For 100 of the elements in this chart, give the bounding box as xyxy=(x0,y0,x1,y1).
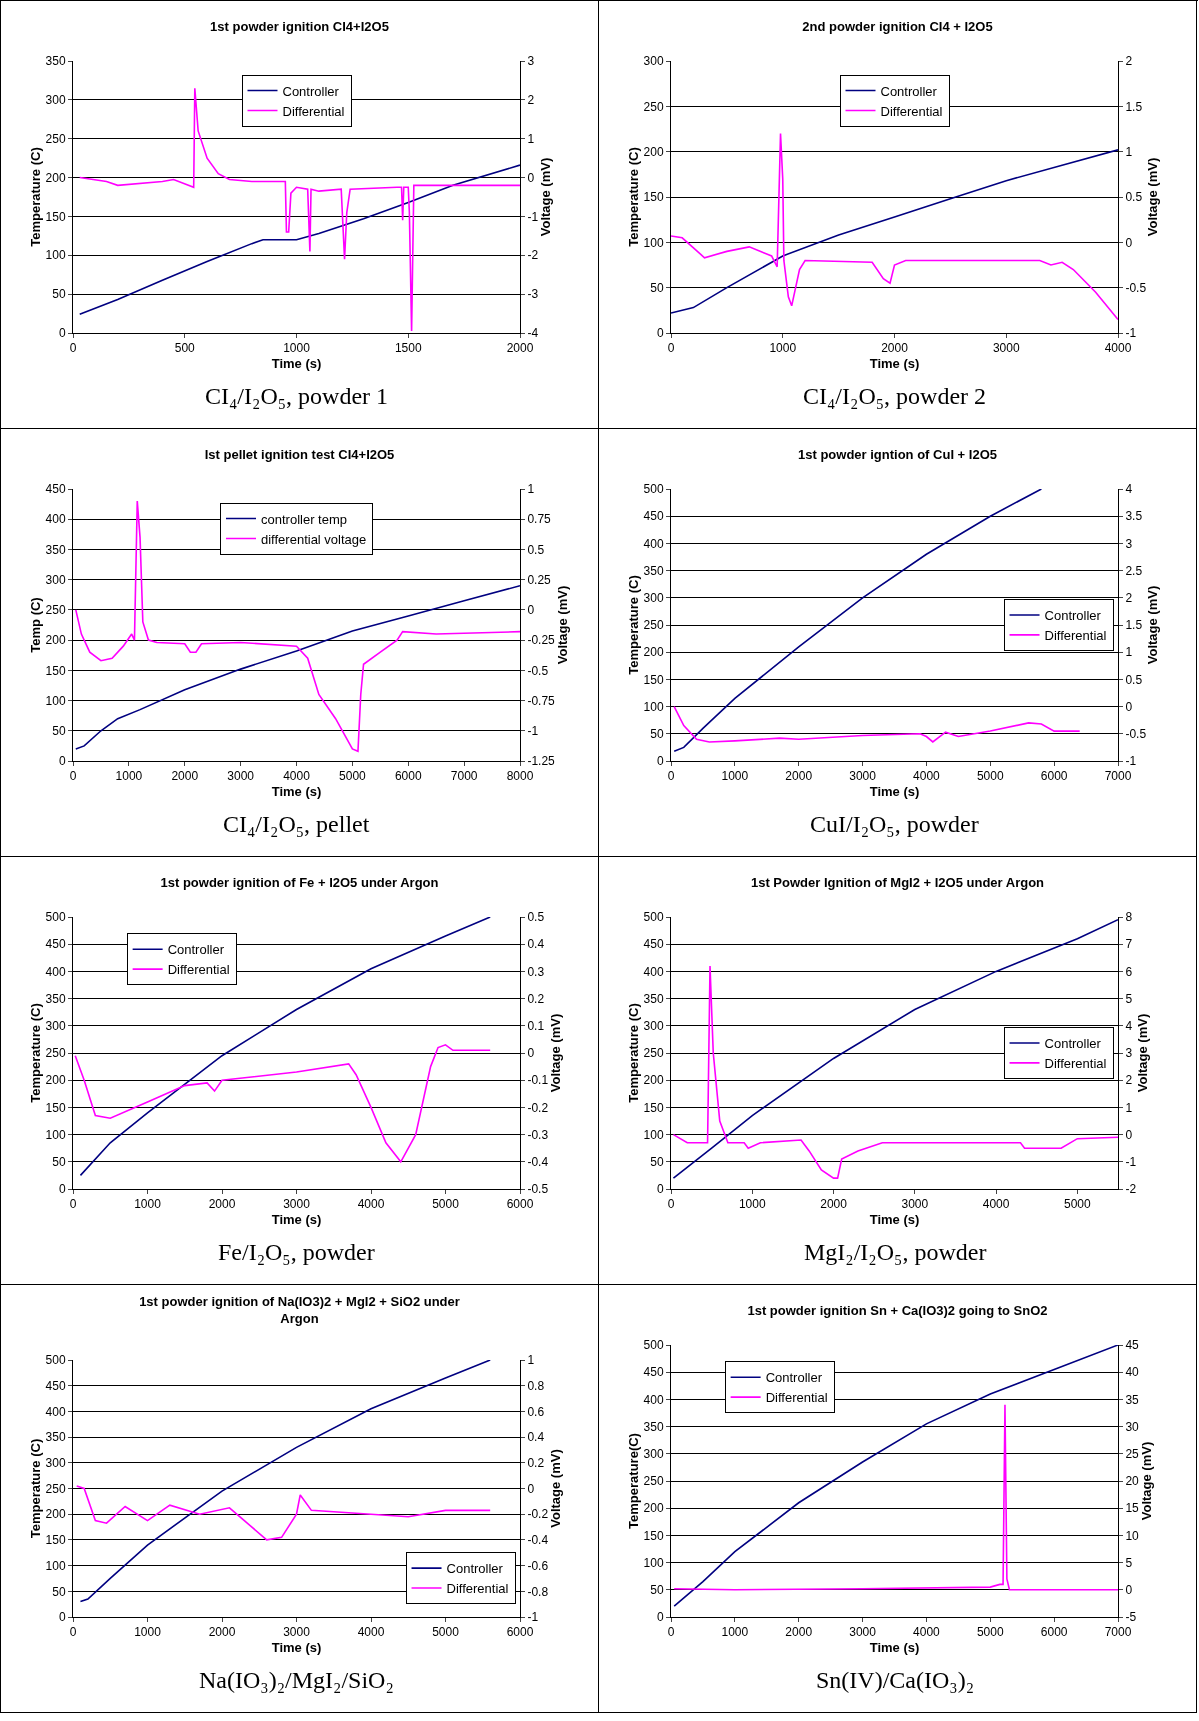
legend-label: Controller xyxy=(1044,1036,1102,1052)
y2-tick-label: 0.3 xyxy=(527,964,545,979)
y2-tick-label: 5 xyxy=(1125,991,1133,1006)
y-tick-label: 50 xyxy=(650,1583,664,1597)
y2-tick-label: -0.3 xyxy=(527,1127,549,1142)
x-tick-label: 5000 xyxy=(976,1625,1004,1640)
y2-tick-label: -1 xyxy=(1125,1155,1137,1169)
y2-tick-label: -1 xyxy=(527,209,539,224)
x-tick-label: 0 xyxy=(667,1625,675,1640)
y2-tick-label: -2 xyxy=(527,248,539,263)
y2-tick-label: 3 xyxy=(1125,536,1133,551)
y2-tick-label: 0.4 xyxy=(527,937,545,952)
y-axis-title: Temperature (C) xyxy=(625,1003,641,1103)
legend-label: controller temp xyxy=(261,511,347,527)
x-tick-label: 6000 xyxy=(1040,769,1068,784)
y-tick-label: 300 xyxy=(45,572,66,587)
x-tick-label: 1000 xyxy=(721,1625,749,1640)
y2-tick-label: 1.5 xyxy=(1125,99,1143,114)
text: CuI/I₂O₅, powder xyxy=(810,811,979,837)
x-tick-label: 4000 xyxy=(982,1197,1010,1212)
y2-tick-label: 0 xyxy=(527,170,535,185)
y2-tick-label: 20 xyxy=(1125,1474,1140,1489)
text: CI₄/I₂O₅, pellet xyxy=(223,811,370,837)
legend-label: Controller xyxy=(765,1370,823,1386)
y2-tick-label: -0.4 xyxy=(527,1533,549,1548)
y-tick-label: 400 xyxy=(45,512,66,527)
text: CI₄/I₂O₅, powder 2 xyxy=(803,383,987,409)
y2-tick-label: 0 xyxy=(1125,699,1133,714)
y-tick-label: 500 xyxy=(643,1338,664,1353)
y-tick-label: 250 xyxy=(643,99,664,114)
text: CI₄/I₂O₅, powder 1 xyxy=(205,383,389,409)
x-tick-label: 2000 xyxy=(820,1197,848,1212)
x-axis-title: Time (s) xyxy=(869,1640,920,1655)
x-tick-label: 2000 xyxy=(881,341,909,356)
y-tick-label: 300 xyxy=(45,1019,66,1033)
y2-tick-label: 0.2 xyxy=(527,1456,545,1470)
y2-tick-label: 7 xyxy=(1125,937,1133,952)
text: MgI₂/I₂O₅, powder xyxy=(804,1239,987,1265)
y2-tick-label: 1 xyxy=(527,131,535,146)
y-tick-label: 450 xyxy=(643,1365,664,1380)
y-tick-label: 150 xyxy=(643,1100,664,1115)
y2-tick-label: -1 xyxy=(527,1610,539,1625)
y2-tick-label: -0.5 xyxy=(527,663,549,678)
y2-tick-label: 0.5 xyxy=(1125,672,1143,687)
y-tick-label: 300 xyxy=(643,1019,664,1033)
y-tick-label: 100 xyxy=(643,1555,664,1570)
x-tick-label: 1000 xyxy=(769,341,797,356)
y-tick-label: 0 xyxy=(58,1610,66,1625)
y-tick-label: 350 xyxy=(643,563,664,578)
legend-label: Differential xyxy=(282,103,345,119)
y2-tick-label: 1 xyxy=(1125,645,1133,660)
y-tick-label: 300 xyxy=(45,1456,66,1470)
y2-tick-label: 3 xyxy=(527,54,535,69)
y2-tick-label: 3 xyxy=(1125,1046,1133,1061)
y-tick-label: 100 xyxy=(45,693,66,708)
y-tick-label: 50 xyxy=(650,1155,664,1169)
chart-title: 1st powder igntion of CuI + I2O5 xyxy=(798,447,997,463)
y-tick-label: 250 xyxy=(45,603,66,618)
y2-tick-label: 1 xyxy=(1125,144,1133,159)
legend-label: Differential xyxy=(1044,627,1107,643)
y2-tick-label: 0.2 xyxy=(527,991,545,1006)
x-tick-label: 0 xyxy=(69,341,77,356)
y-tick-label: 200 xyxy=(643,645,664,660)
y2-tick-label: -0.6 xyxy=(527,1558,549,1573)
y2-tick-label: -0.75 xyxy=(527,693,556,708)
y2-tick-label: 25 xyxy=(1125,1447,1140,1461)
y-tick-label: 100 xyxy=(643,1127,664,1142)
y2-tick-label: 8 xyxy=(1125,910,1133,925)
text: Fe/I₂O₅, powder xyxy=(218,1239,375,1265)
y-tick-label: 450 xyxy=(45,937,66,952)
y-tick-label: 50 xyxy=(52,287,66,302)
x-tick-label: 500 xyxy=(174,341,196,356)
y2-tick-label: 0.75 xyxy=(527,512,552,527)
y-tick-label: 300 xyxy=(643,54,664,69)
legend-label: Controller xyxy=(880,83,938,99)
y-tick-label: 150 xyxy=(45,1100,66,1115)
y-tick-label: 250 xyxy=(643,1046,664,1061)
x-tick-label: 0 xyxy=(69,1197,77,1212)
y2-tick-label: 2 xyxy=(1125,1073,1133,1088)
y2-tick-label: -1.25 xyxy=(527,754,556,769)
y-tick-label: 200 xyxy=(45,1507,66,1522)
y-tick-label: 250 xyxy=(45,131,66,146)
x-tick-label: 2000 xyxy=(171,769,199,784)
x-tick-label: 5000 xyxy=(432,1197,460,1212)
y2-axis-title: Voltage (mV) xyxy=(548,1449,564,1528)
y2-tick-label: -0.8 xyxy=(527,1584,549,1599)
y2-tick-label: 0.25 xyxy=(527,572,552,587)
y2-tick-label: 0.5 xyxy=(527,542,545,557)
y-axis-title: Temperature (C) xyxy=(27,147,43,247)
y2-tick-label: 0.5 xyxy=(1125,190,1143,205)
y-tick-label: 200 xyxy=(643,144,664,159)
x-axis-title: Time (s) xyxy=(869,1212,920,1227)
x-tick-label: 0 xyxy=(667,769,675,784)
x-tick-label: 0 xyxy=(667,341,675,356)
y-tick-label: 300 xyxy=(45,93,66,108)
y-tick-label: 200 xyxy=(45,633,66,648)
x-tick-label: 0 xyxy=(69,769,77,784)
y-tick-label: 200 xyxy=(643,1501,664,1516)
x-tick-label: 2000 xyxy=(785,1625,813,1640)
y2-tick-label: -0.25 xyxy=(527,633,556,648)
